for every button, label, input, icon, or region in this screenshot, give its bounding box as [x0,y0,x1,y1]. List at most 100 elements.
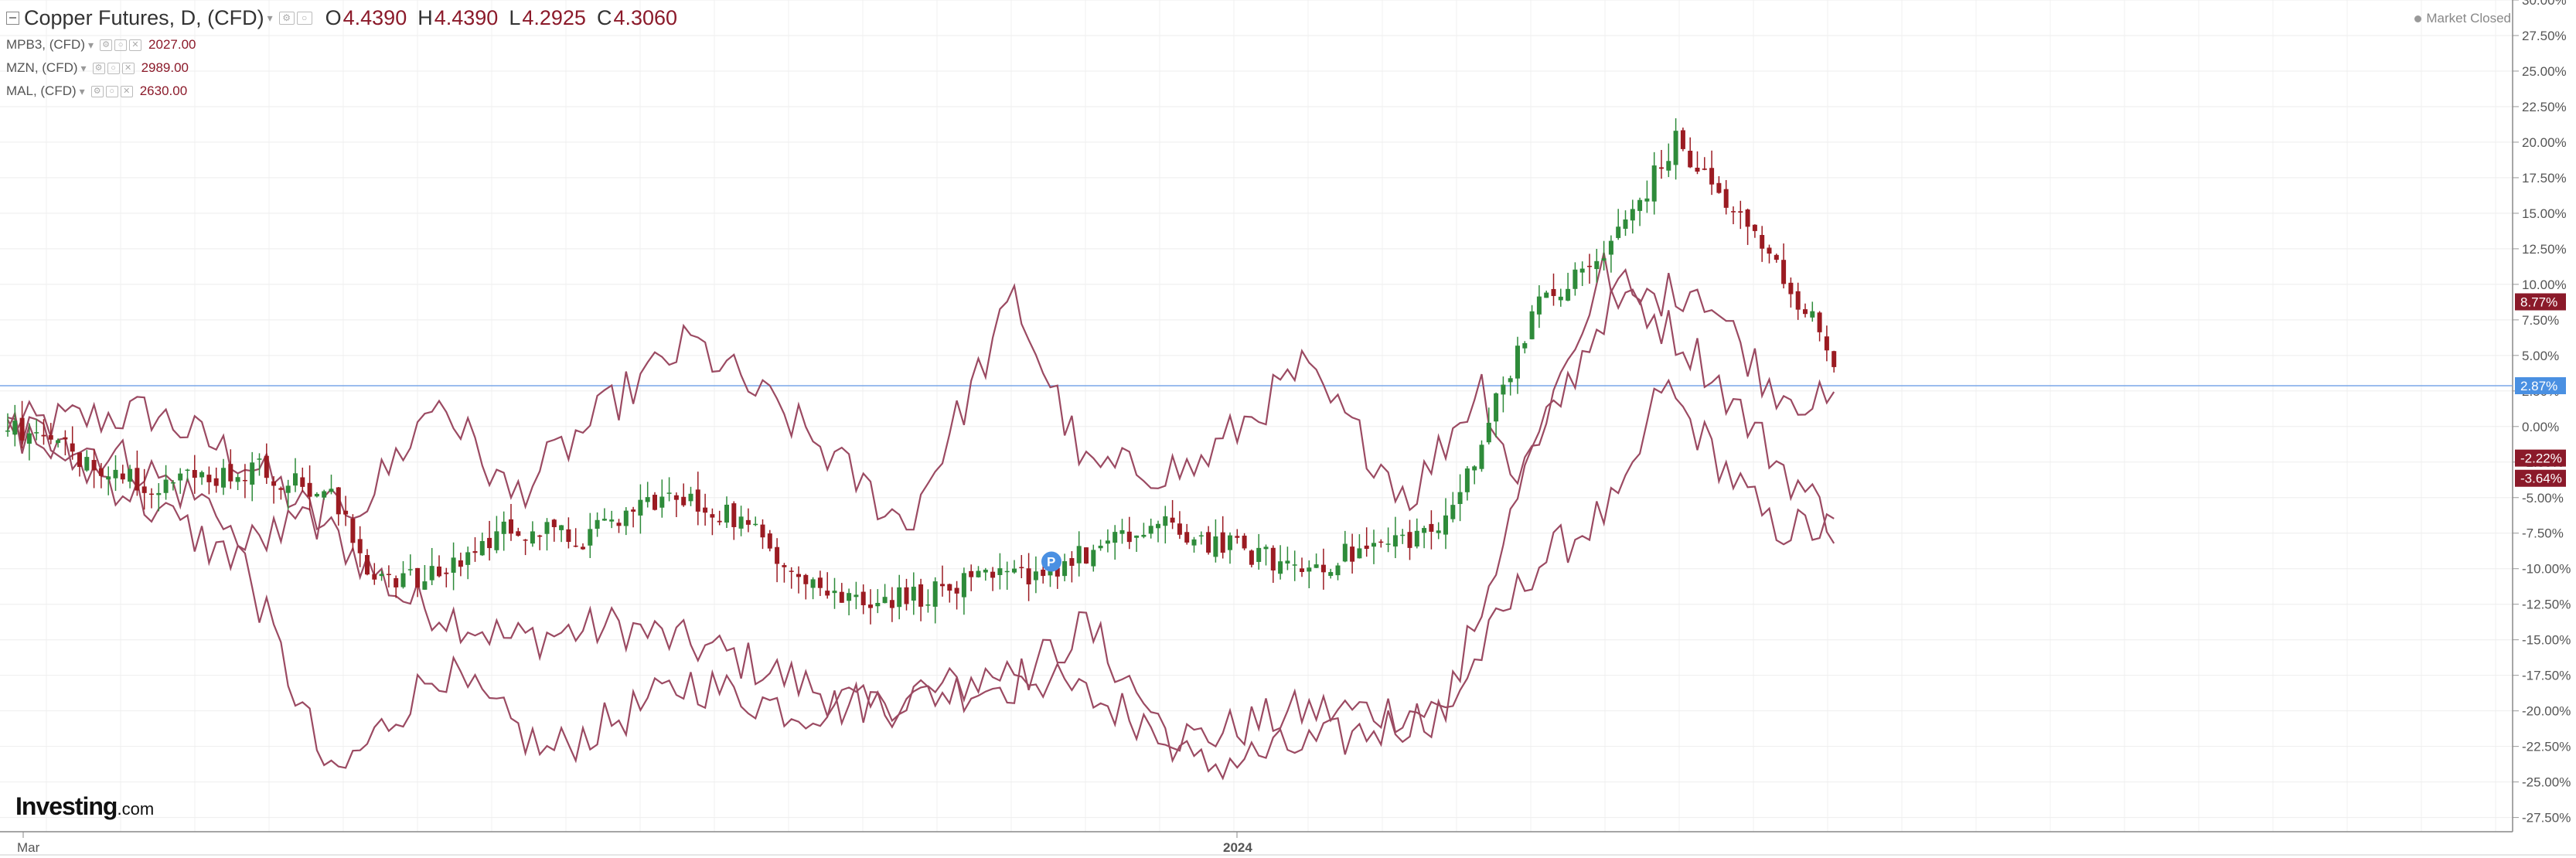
candle-down[interactable] [745,519,751,525]
candle-down[interactable] [1767,247,1772,254]
candle-up[interactable] [1263,546,1269,550]
candle-down[interactable] [551,519,557,527]
candle-down[interactable] [760,524,765,538]
candle-down[interactable] [947,584,952,591]
candle-up[interactable] [56,440,61,444]
candle-down[interactable] [1170,517,1175,523]
candle-up[interactable] [1392,535,1398,546]
candle-up[interactable] [1335,565,1341,576]
candle-up[interactable] [322,491,327,498]
candle-up[interactable] [1608,240,1613,255]
candle-up[interactable] [882,597,888,604]
candle-up[interactable] [847,593,852,601]
candle-down[interactable] [581,546,585,550]
candle-down[interactable] [789,570,794,572]
candle-up[interactable] [1644,198,1650,202]
candle-down[interactable] [1320,564,1326,573]
candle-down[interactable] [1659,167,1664,169]
candle-up[interactable] [997,568,1003,575]
candle-up[interactable] [623,510,629,526]
candle-up[interactable] [429,566,434,581]
candle-up[interactable] [1472,466,1477,471]
candle-up[interactable] [185,469,190,472]
settings-icon[interactable]: ⚙ [278,12,295,25]
candle-down[interactable] [1126,531,1132,543]
candle-up[interactable] [221,468,226,488]
candle-up[interactable] [810,579,816,588]
candle-up[interactable] [854,594,859,598]
candle-down[interactable] [1795,291,1801,310]
candle-down[interactable] [969,570,974,577]
candle-down[interactable] [1781,260,1787,284]
candle-up[interactable] [753,523,758,526]
candle-down[interactable] [731,503,737,527]
candle-up[interactable] [1486,422,1491,443]
candle-down[interactable] [350,518,356,543]
candle-up[interactable] [1666,161,1671,171]
candle-up[interactable] [257,458,262,460]
candle-down[interactable] [41,434,46,437]
candle-down[interactable] [566,529,571,543]
candle-down[interactable] [77,452,82,468]
comparison-series-line[interactable] [7,272,1835,781]
candle-up[interactable] [1422,528,1427,533]
candle-down[interactable] [1716,182,1722,193]
candle-up[interactable] [379,574,384,577]
comparison-label[interactable]: MPB3, (CFD) [6,37,85,52]
candle-up[interactable] [170,482,175,484]
candle-down[interactable] [860,591,866,605]
candle-up[interactable] [1012,568,1017,573]
candle-up[interactable] [1357,548,1362,559]
candle-down[interactable] [1242,536,1247,549]
candle-up[interactable] [1436,530,1441,533]
candle-up[interactable] [1278,561,1283,574]
candle-up[interactable] [1033,571,1038,581]
candle-down[interactable] [1084,547,1089,564]
candle-down[interactable] [717,520,722,523]
candle-up[interactable] [1328,572,1334,577]
candle-down[interactable] [695,489,700,512]
candle-up[interactable] [494,531,499,550]
candle-down[interactable] [1731,211,1736,213]
candle-up[interactable] [1536,296,1542,315]
candle-up[interactable] [1558,296,1563,301]
candle-down[interactable] [1026,568,1031,585]
candle-up[interactable] [1651,165,1657,202]
candle-down[interactable] [386,574,391,576]
candle-up[interactable] [1385,543,1391,545]
candle-down[interactable] [1803,309,1808,315]
candle-up[interactable] [1630,209,1635,221]
candle-down[interactable] [1378,541,1384,543]
candle-down[interactable] [91,460,97,471]
close-icon[interactable]: ✕ [129,39,142,51]
candle-up[interactable] [983,570,988,573]
candle-down[interactable] [19,417,25,441]
candle-down[interactable] [1270,547,1276,571]
candle-up[interactable] [638,499,643,516]
candle-up[interactable] [724,504,729,523]
candle-down[interactable] [1206,532,1211,553]
candle-down[interactable] [343,510,349,515]
comparison-series-line[interactable] [7,378,1835,752]
candle-up[interactable] [1004,570,1010,573]
candle-down[interactable] [1429,523,1434,532]
candle-down[interactable] [1774,254,1779,260]
candle-down[interactable] [616,523,622,526]
candle-up[interactable] [976,570,981,577]
candle-up[interactable] [1573,269,1578,289]
candle-down[interactable] [1831,351,1837,367]
candle-up[interactable] [1457,492,1463,505]
candle-down[interactable] [573,545,578,547]
candle-up[interactable] [1148,526,1153,534]
candle-up[interactable] [1091,550,1096,567]
candle-down[interactable] [1364,545,1369,550]
candle-down[interactable] [839,591,844,603]
candle-down[interactable] [673,495,679,500]
hide-icon[interactable]: ○ [114,39,128,51]
candle-down[interactable] [1723,189,1729,208]
candle-down[interactable] [1055,567,1060,577]
candle-down[interactable] [372,574,377,580]
candle-up[interactable] [329,489,334,492]
candle-down[interactable] [307,482,312,497]
candle-up[interactable] [12,420,18,435]
